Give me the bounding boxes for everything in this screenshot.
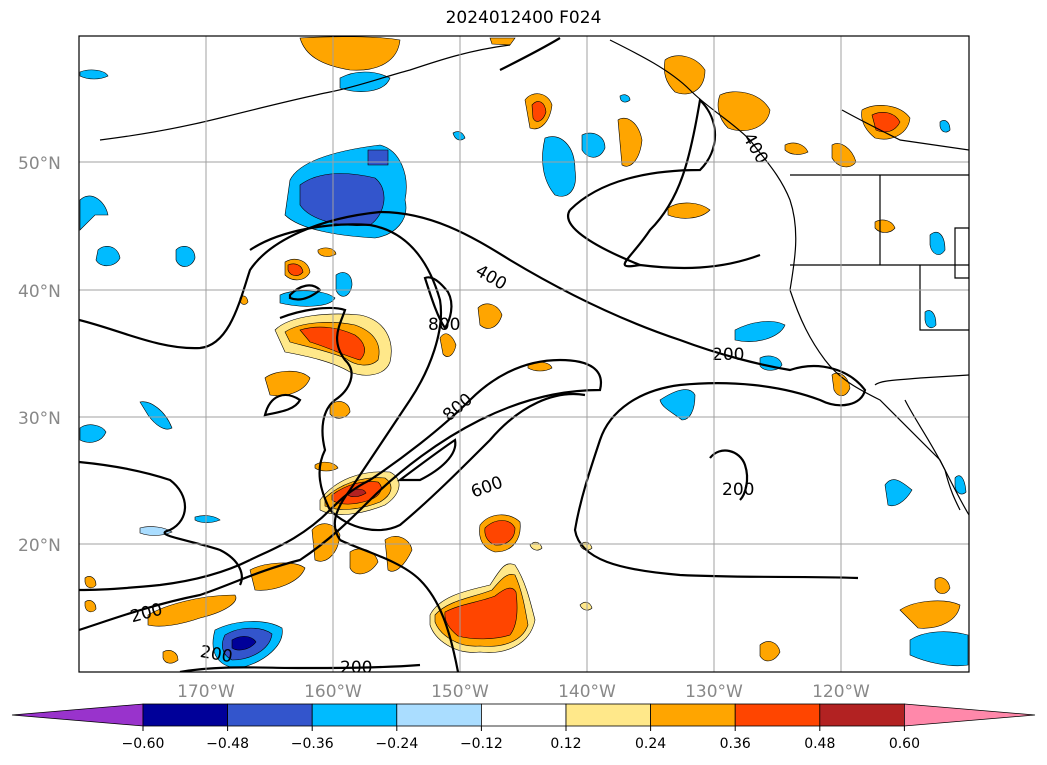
shaded-anomalies bbox=[79, 36, 969, 669]
colorbar-tick: −0.12 bbox=[460, 736, 503, 752]
colorbar-tick: −0.36 bbox=[291, 736, 334, 752]
plot-frame bbox=[78, 35, 970, 673]
colorbar-tick: −0.60 bbox=[122, 736, 165, 752]
lon-label-160w: 160°W bbox=[304, 682, 362, 702]
latitude-labels: 50°N 40°N 30°N 20°N bbox=[18, 154, 61, 556]
colorbar-segment bbox=[142, 703, 228, 727]
colorbar-tick: 0.48 bbox=[804, 736, 835, 752]
gridlines bbox=[79, 36, 969, 672]
lat-label-20n: 20°N bbox=[18, 536, 61, 556]
lat-label-30n: 30°N bbox=[18, 409, 61, 429]
colorbar-segment bbox=[480, 703, 567, 727]
colorbar-segment bbox=[734, 703, 821, 727]
colorbar-tick: 0.12 bbox=[550, 736, 581, 752]
lon-label-140w: 140°W bbox=[558, 682, 616, 702]
colorbar-segment bbox=[311, 703, 398, 727]
colorbar-extend-low bbox=[11, 703, 144, 727]
colorbar-tick-labels: −0.60 −0.48 −0.36 −0.24 −0.12 0.12 0.24 … bbox=[122, 726, 920, 752]
colorbar-segment bbox=[565, 703, 651, 727]
contour-label-800-upper: 800 bbox=[428, 315, 460, 335]
colorbar bbox=[11, 703, 1036, 727]
lat-label-50n: 50°N bbox=[18, 154, 61, 174]
colorbar-tick: 0.36 bbox=[720, 736, 751, 752]
colorbar-tick: −0.24 bbox=[375, 736, 418, 752]
colorbar-tick: −0.48 bbox=[206, 736, 249, 752]
lon-label-130w: 130°W bbox=[685, 682, 743, 702]
contour-label-200-east: 200 bbox=[712, 345, 744, 365]
map-title: 2024012400 F024 bbox=[445, 8, 602, 28]
colorbar-segment bbox=[819, 703, 905, 727]
contour-label-200-south: 200 bbox=[340, 658, 372, 678]
colorbar-tick: 0.60 bbox=[889, 736, 920, 752]
lat-label-40n: 40°N bbox=[18, 282, 61, 302]
lon-label-120w: 120°W bbox=[812, 682, 870, 702]
colorbar-segment bbox=[396, 703, 482, 727]
colorbar-tick: 0.24 bbox=[635, 736, 666, 752]
longitude-labels: 170°W 160°W 150°W 140°W 130°W 120°W bbox=[177, 682, 870, 702]
contour-label-200-southeast: 200 bbox=[722, 480, 754, 500]
colorbar-segment bbox=[650, 703, 736, 727]
colorbar-segment bbox=[227, 703, 313, 727]
contour-lines bbox=[79, 37, 867, 672]
colorbar-extend-high bbox=[904, 703, 1036, 727]
lon-label-150w: 150°W bbox=[431, 682, 489, 702]
lon-label-170w: 170°W bbox=[177, 682, 235, 702]
